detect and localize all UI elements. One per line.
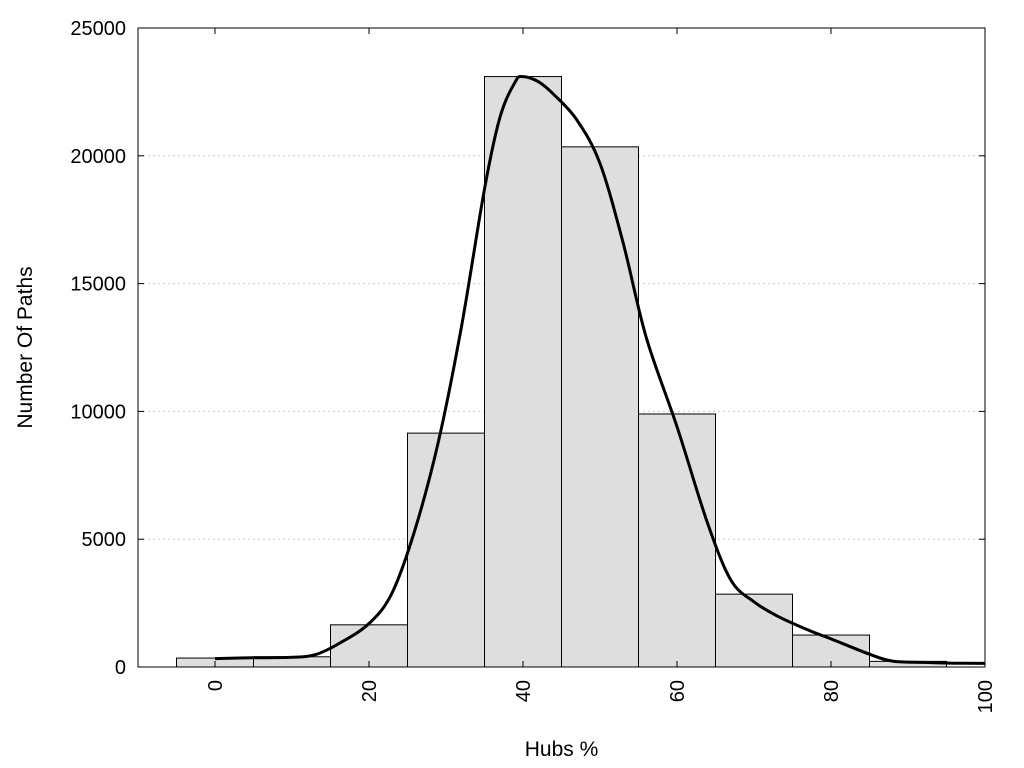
- x-tick-label: 40: [513, 680, 535, 702]
- y-tick-label: 10000: [70, 401, 126, 423]
- plot-frame: [137, 27, 986, 668]
- histogram-bar-7: [715, 593, 793, 668]
- x-tick-label: 20: [359, 680, 381, 702]
- density-curve-layer: [214, 74, 986, 665]
- x-tick-label: 60: [667, 680, 689, 702]
- grid-lines: [138, 155, 985, 540]
- histogram-bar-6: [638, 413, 716, 668]
- x-tick-label: 100: [975, 680, 997, 713]
- y-tick-label: 20000: [70, 146, 126, 168]
- density-curve: [214, 74, 986, 665]
- histogram-bar-2: [330, 624, 408, 668]
- histogram-bars: [176, 76, 947, 668]
- x-axis-title: Hubs %: [525, 738, 599, 761]
- y-tick-label: 5000: [82, 529, 127, 551]
- histogram-bar-4: [484, 76, 562, 668]
- x-tick-label: 80: [821, 680, 843, 702]
- x-tick-label: 0: [205, 680, 227, 691]
- y-tick-label: 15000: [70, 274, 126, 296]
- y-axis-ticks: 0 5000 10000 15000 20000 25000: [70, 18, 985, 679]
- y-axis-title: Number Of Paths: [14, 266, 37, 428]
- y-tick-label: 0: [115, 657, 126, 679]
- histogram-bar-3: [407, 432, 485, 668]
- y-tick-label: 25000: [70, 18, 126, 40]
- x-axis-ticks: 0 20 40 60 80 100: [205, 28, 997, 713]
- histogram-bar-5: [561, 146, 639, 668]
